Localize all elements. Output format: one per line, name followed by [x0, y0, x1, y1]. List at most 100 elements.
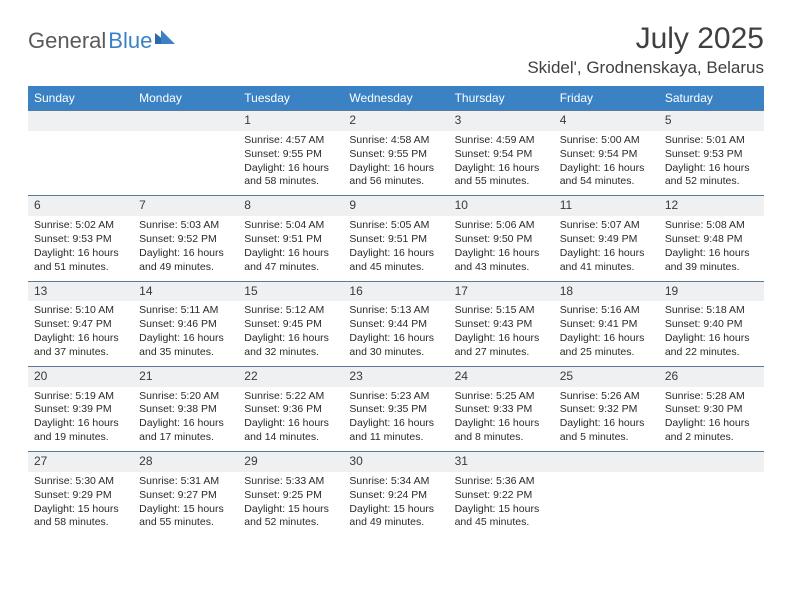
sunset-line: Sunset: 9:48 PM [665, 233, 758, 247]
day-content-cell: Sunrise: 5:19 AMSunset: 9:39 PMDaylight:… [28, 387, 133, 452]
day-number-cell: 3 [449, 111, 554, 131]
sunset-line: Sunset: 9:39 PM [34, 403, 127, 417]
day-number-cell: 5 [659, 111, 764, 131]
sunrise-line: Sunrise: 5:15 AM [455, 304, 548, 318]
calendar-daynum-row: 6789101112 [28, 196, 764, 216]
sunrise-line: Sunrise: 5:22 AM [244, 390, 337, 404]
sunset-line: Sunset: 9:38 PM [139, 403, 232, 417]
calendar-daynum-row: 20212223242526 [28, 366, 764, 386]
calendar-header-row: SundayMondayTuesdayWednesdayThursdayFrid… [28, 86, 764, 111]
day-content-cell: Sunrise: 5:02 AMSunset: 9:53 PMDaylight:… [28, 216, 133, 281]
daylight-line: Daylight: 16 hours and 5 minutes. [560, 417, 653, 445]
daylight-line: Daylight: 16 hours and 37 minutes. [34, 332, 127, 360]
sunrise-line: Sunrise: 5:12 AM [244, 304, 337, 318]
sunset-line: Sunset: 9:25 PM [244, 489, 337, 503]
day-content-cell [133, 131, 238, 196]
daylight-line: Daylight: 15 hours and 52 minutes. [244, 503, 337, 531]
sunrise-line: Sunrise: 5:19 AM [34, 390, 127, 404]
sunset-line: Sunset: 9:55 PM [244, 148, 337, 162]
day-content-cell: Sunrise: 5:22 AMSunset: 9:36 PMDaylight:… [238, 387, 343, 452]
daylight-line: Daylight: 15 hours and 49 minutes. [349, 503, 442, 531]
daylight-line: Daylight: 16 hours and 25 minutes. [560, 332, 653, 360]
sunrise-line: Sunrise: 4:59 AM [455, 134, 548, 148]
day-number-cell: 14 [133, 281, 238, 301]
day-content-cell: Sunrise: 5:30 AMSunset: 9:29 PMDaylight:… [28, 472, 133, 536]
day-number-cell: 13 [28, 281, 133, 301]
sunset-line: Sunset: 9:50 PM [455, 233, 548, 247]
sunrise-line: Sunrise: 5:30 AM [34, 475, 127, 489]
day-number-cell: 25 [554, 366, 659, 386]
sunrise-line: Sunrise: 5:26 AM [560, 390, 653, 404]
day-number-cell: 6 [28, 196, 133, 216]
day-content-cell: Sunrise: 4:57 AMSunset: 9:55 PMDaylight:… [238, 131, 343, 196]
day-number-cell: 29 [238, 452, 343, 472]
day-number-cell: 8 [238, 196, 343, 216]
sunset-line: Sunset: 9:53 PM [665, 148, 758, 162]
day-content-cell [28, 131, 133, 196]
day-number-cell: 27 [28, 452, 133, 472]
daylight-line: Daylight: 16 hours and 54 minutes. [560, 162, 653, 190]
sunrise-line: Sunrise: 5:33 AM [244, 475, 337, 489]
sunset-line: Sunset: 9:53 PM [34, 233, 127, 247]
sunrise-line: Sunrise: 4:58 AM [349, 134, 442, 148]
calendar-content-row: Sunrise: 5:10 AMSunset: 9:47 PMDaylight:… [28, 301, 764, 366]
sunset-line: Sunset: 9:54 PM [560, 148, 653, 162]
day-number-cell: 18 [554, 281, 659, 301]
daylight-line: Daylight: 16 hours and 2 minutes. [665, 417, 758, 445]
calendar-header-cell: Thursday [449, 86, 554, 111]
calendar-content-row: Sunrise: 4:57 AMSunset: 9:55 PMDaylight:… [28, 131, 764, 196]
day-number-cell: 21 [133, 366, 238, 386]
calendar-header-cell: Saturday [659, 86, 764, 111]
sunset-line: Sunset: 9:51 PM [349, 233, 442, 247]
daylight-line: Daylight: 16 hours and 22 minutes. [665, 332, 758, 360]
sunrise-line: Sunrise: 5:05 AM [349, 219, 442, 233]
sunset-line: Sunset: 9:36 PM [244, 403, 337, 417]
day-number-cell: 26 [659, 366, 764, 386]
sunrise-line: Sunrise: 5:11 AM [139, 304, 232, 318]
day-number-cell: 19 [659, 281, 764, 301]
day-content-cell: Sunrise: 5:26 AMSunset: 9:32 PMDaylight:… [554, 387, 659, 452]
daylight-line: Daylight: 16 hours and 35 minutes. [139, 332, 232, 360]
sunset-line: Sunset: 9:30 PM [665, 403, 758, 417]
sunrise-line: Sunrise: 5:01 AM [665, 134, 758, 148]
daylight-line: Daylight: 16 hours and 55 minutes. [455, 162, 548, 190]
sunset-line: Sunset: 9:49 PM [560, 233, 653, 247]
day-content-cell: Sunrise: 5:00 AMSunset: 9:54 PMDaylight:… [554, 131, 659, 196]
sunset-line: Sunset: 9:47 PM [34, 318, 127, 332]
day-content-cell: Sunrise: 5:05 AMSunset: 9:51 PMDaylight:… [343, 216, 448, 281]
day-number-cell: 11 [554, 196, 659, 216]
daylight-line: Daylight: 16 hours and 49 minutes. [139, 247, 232, 275]
day-content-cell [659, 472, 764, 536]
sunset-line: Sunset: 9:55 PM [349, 148, 442, 162]
sunrise-line: Sunrise: 5:16 AM [560, 304, 653, 318]
day-content-cell: Sunrise: 5:20 AMSunset: 9:38 PMDaylight:… [133, 387, 238, 452]
day-content-cell [554, 472, 659, 536]
sunrise-line: Sunrise: 5:02 AM [34, 219, 127, 233]
sunset-line: Sunset: 9:40 PM [665, 318, 758, 332]
sunrise-line: Sunrise: 5:20 AM [139, 390, 232, 404]
day-content-cell: Sunrise: 5:25 AMSunset: 9:33 PMDaylight:… [449, 387, 554, 452]
day-number-cell: 17 [449, 281, 554, 301]
day-number-cell: 15 [238, 281, 343, 301]
day-number-cell: 22 [238, 366, 343, 386]
daylight-line: Daylight: 16 hours and 58 minutes. [244, 162, 337, 190]
calendar-header-cell: Sunday [28, 86, 133, 111]
sunset-line: Sunset: 9:54 PM [455, 148, 548, 162]
sunrise-line: Sunrise: 5:00 AM [560, 134, 653, 148]
sunset-line: Sunset: 9:45 PM [244, 318, 337, 332]
sunset-line: Sunset: 9:43 PM [455, 318, 548, 332]
day-content-cell: Sunrise: 5:11 AMSunset: 9:46 PMDaylight:… [133, 301, 238, 366]
sunset-line: Sunset: 9:22 PM [455, 489, 548, 503]
day-content-cell: Sunrise: 5:01 AMSunset: 9:53 PMDaylight:… [659, 131, 764, 196]
day-content-cell: Sunrise: 5:10 AMSunset: 9:47 PMDaylight:… [28, 301, 133, 366]
header: GeneralBlue July 2025 Skidel', Grodnensk… [28, 22, 764, 78]
sunrise-line: Sunrise: 5:18 AM [665, 304, 758, 318]
daylight-line: Daylight: 16 hours and 47 minutes. [244, 247, 337, 275]
sunset-line: Sunset: 9:27 PM [139, 489, 232, 503]
sunrise-line: Sunrise: 5:03 AM [139, 219, 232, 233]
day-content-cell: Sunrise: 5:28 AMSunset: 9:30 PMDaylight:… [659, 387, 764, 452]
sunset-line: Sunset: 9:44 PM [349, 318, 442, 332]
day-number-cell: 10 [449, 196, 554, 216]
day-number-cell: 7 [133, 196, 238, 216]
daylight-line: Daylight: 16 hours and 45 minutes. [349, 247, 442, 275]
